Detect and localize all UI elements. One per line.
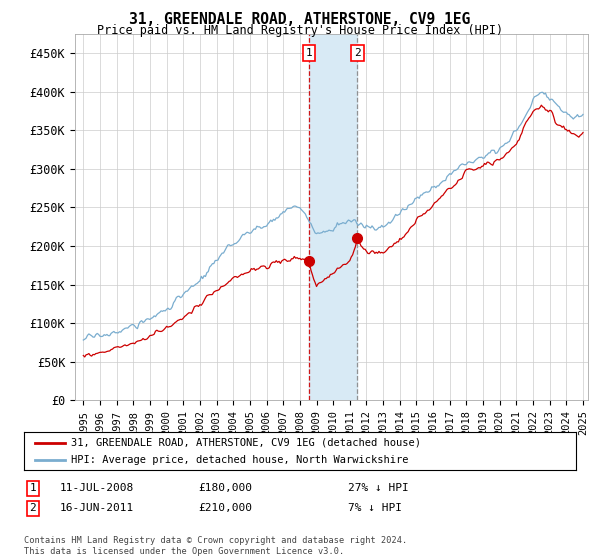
Text: 11-JUL-2008: 11-JUL-2008 [60,483,134,493]
Text: £180,000: £180,000 [198,483,252,493]
Text: 16-JUN-2011: 16-JUN-2011 [60,503,134,514]
Text: 2: 2 [29,503,37,514]
Text: Price paid vs. HM Land Registry's House Price Index (HPI): Price paid vs. HM Land Registry's House … [97,24,503,36]
Text: 31, GREENDALE ROAD, ATHERSTONE, CV9 1EG: 31, GREENDALE ROAD, ATHERSTONE, CV9 1EG [130,12,470,27]
Text: 31, GREENDALE ROAD, ATHERSTONE, CV9 1EG (detached house): 31, GREENDALE ROAD, ATHERSTONE, CV9 1EG … [71,438,421,448]
Text: Contains HM Land Registry data © Crown copyright and database right 2024.
This d: Contains HM Land Registry data © Crown c… [24,536,407,556]
Text: 1: 1 [305,48,312,58]
Text: 2: 2 [354,48,361,58]
Text: 27% ↓ HPI: 27% ↓ HPI [348,483,409,493]
Text: 7% ↓ HPI: 7% ↓ HPI [348,503,402,514]
Text: HPI: Average price, detached house, North Warwickshire: HPI: Average price, detached house, Nort… [71,455,409,465]
Text: 1: 1 [29,483,37,493]
Bar [309,34,358,400]
Text: £210,000: £210,000 [198,503,252,514]
